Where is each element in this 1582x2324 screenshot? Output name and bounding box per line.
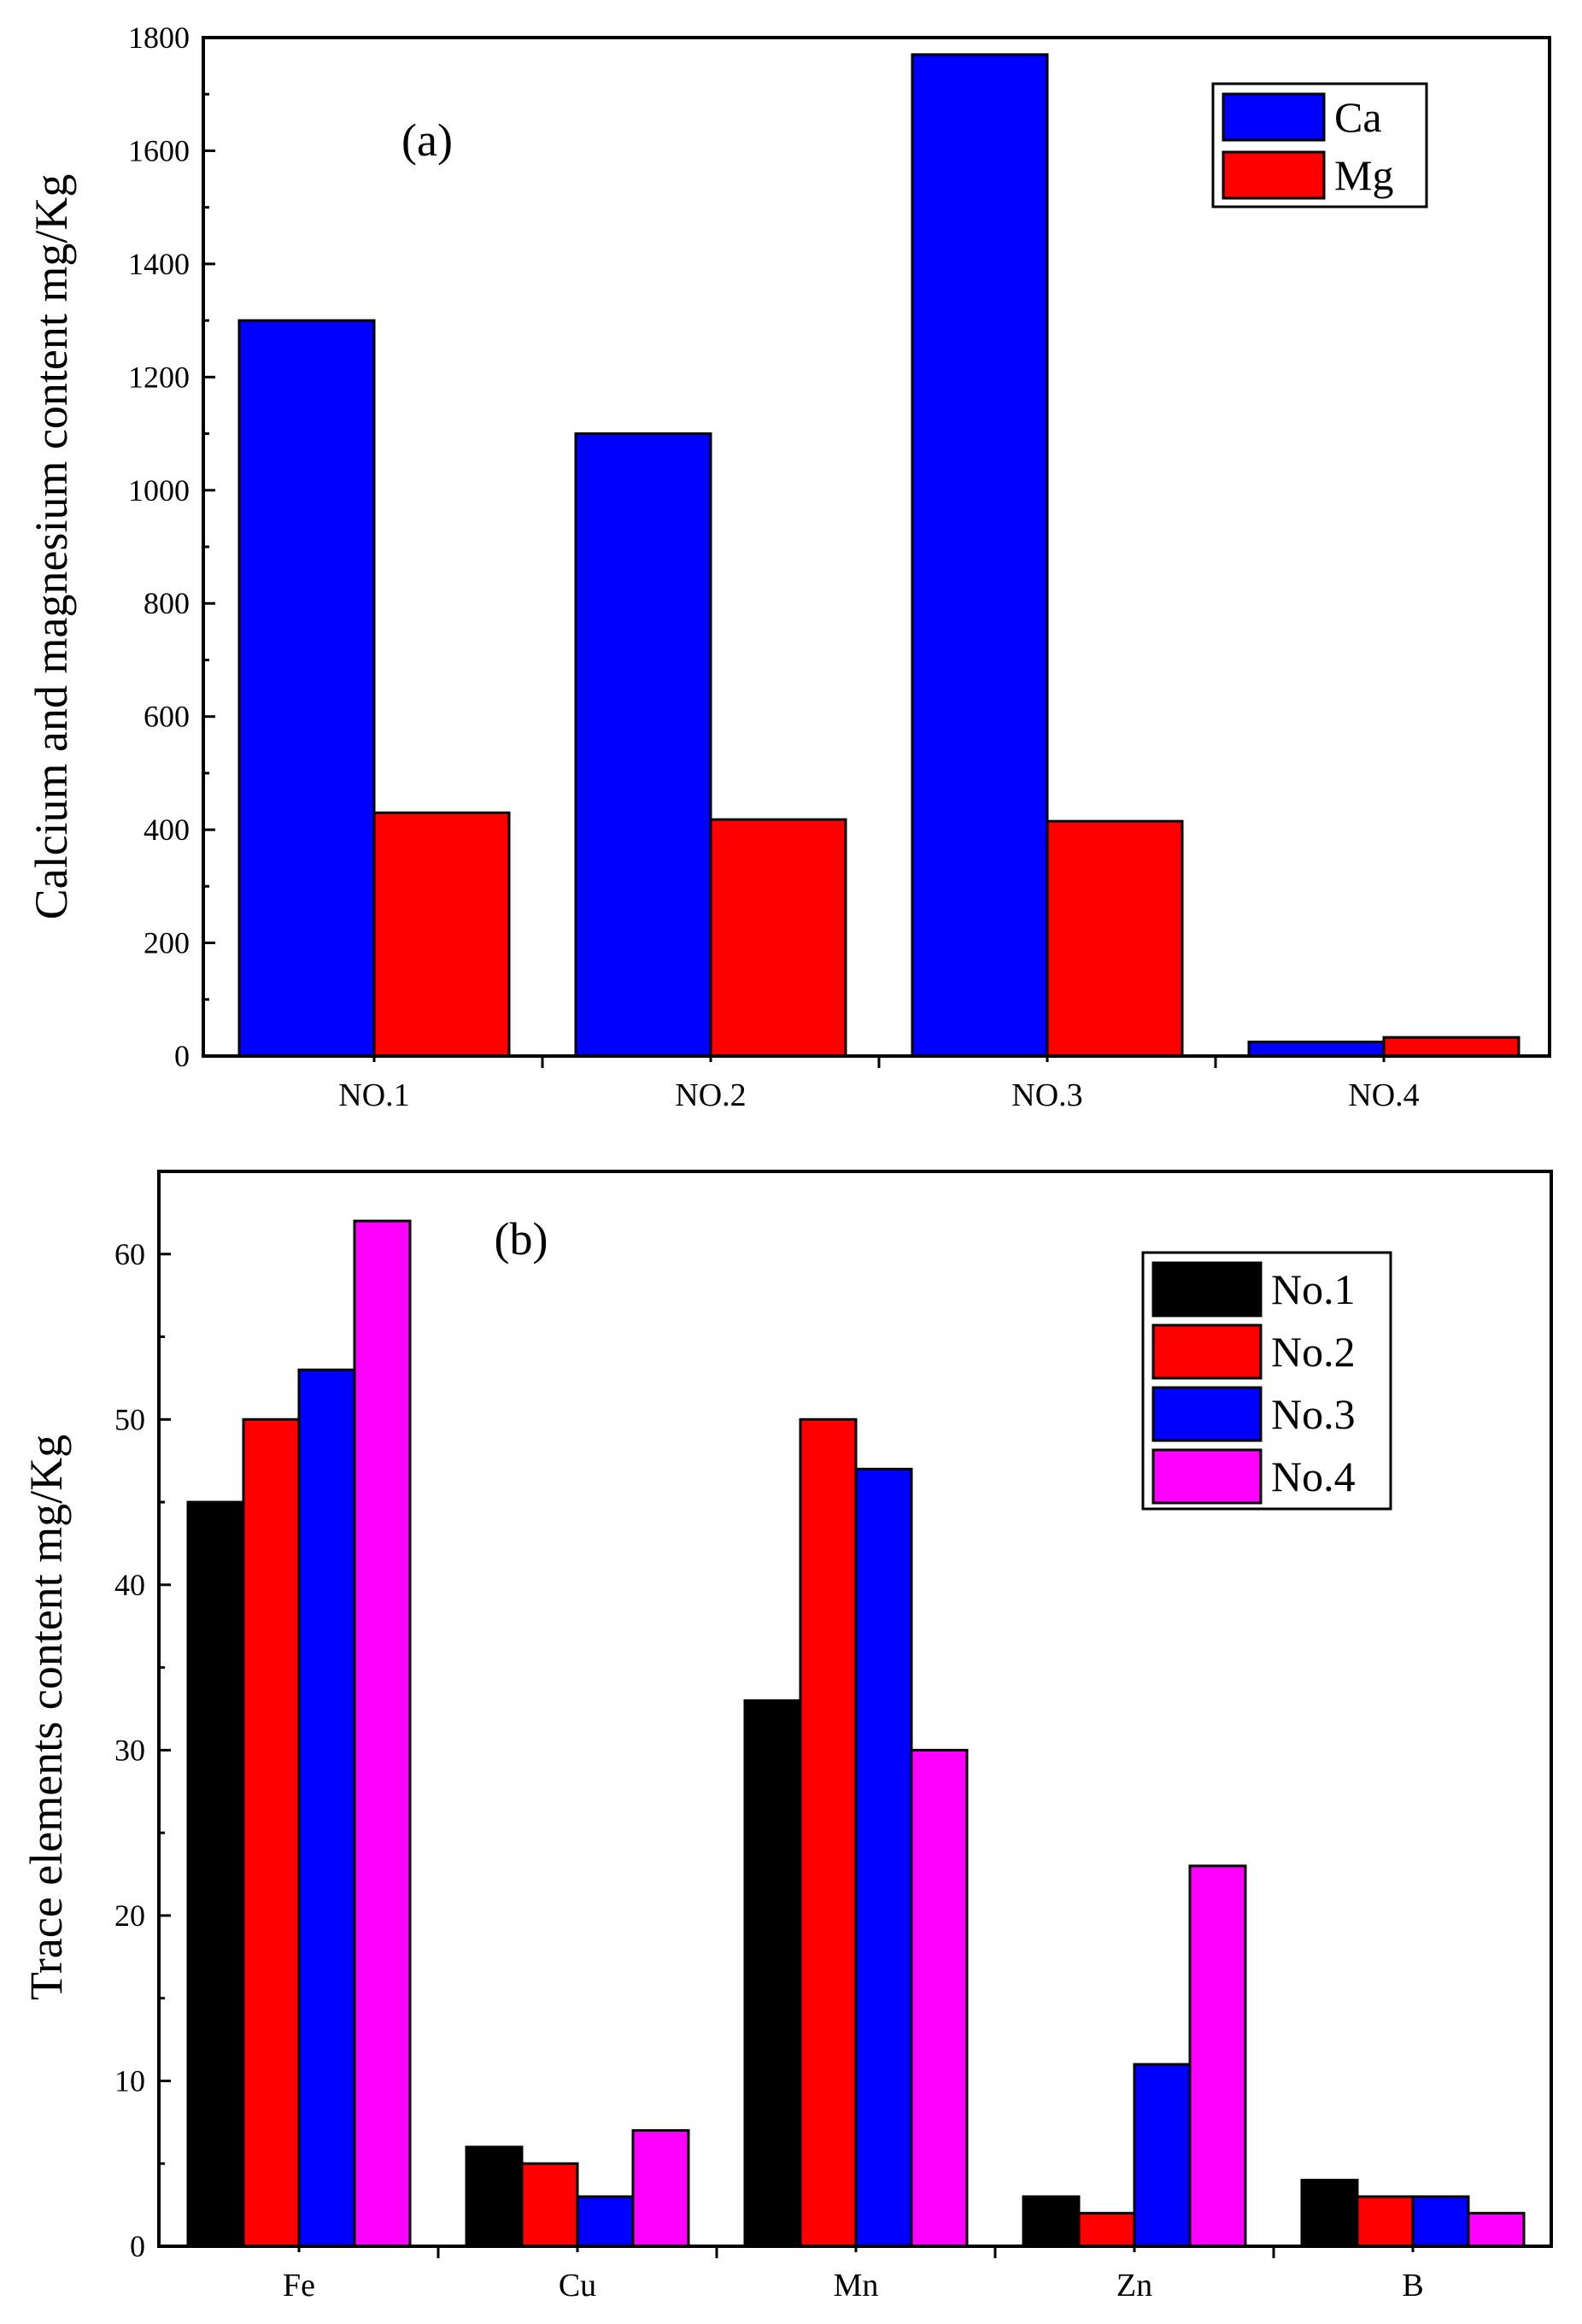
x-tick-label-no-4: NO.4 bbox=[1348, 1077, 1419, 1113]
y-tick-label: 60 bbox=[114, 1237, 145, 1271]
bar-fe-no-2 bbox=[242, 1417, 301, 2248]
bar-no-3-ca bbox=[911, 53, 1049, 1058]
legend-swatch-no-4 bbox=[1151, 1448, 1263, 1505]
bar-b-no-1 bbox=[1300, 2179, 1359, 2248]
bar-mn-no-1 bbox=[743, 1699, 802, 2248]
bar-b-no-3 bbox=[1411, 2195, 1470, 2248]
legend-swatch-no-2 bbox=[1151, 1323, 1263, 1380]
panel-b-y-axis: 0 10 20 30 40 50 60 bbox=[114, 1237, 171, 2263]
panel-a-bars bbox=[237, 53, 1520, 1058]
bar-zn-no-1 bbox=[1022, 2195, 1081, 2248]
y-tick-label: 50 bbox=[114, 1402, 145, 1436]
x-tick-label-no-1: NO.1 bbox=[338, 1077, 409, 1113]
x-tick-label-no-3: NO.3 bbox=[1011, 1077, 1082, 1113]
legend-label-no-4: No.4 bbox=[1271, 1452, 1356, 1500]
legend-swatch-ca bbox=[1222, 92, 1326, 142]
bar-mn-no-3 bbox=[854, 1467, 913, 2248]
legend-swatch-no-3 bbox=[1151, 1386, 1263, 1442]
panel-b-label: (b) bbox=[495, 1213, 548, 1265]
bar-no-2-ca bbox=[574, 432, 712, 1058]
bar-no-2-mg bbox=[709, 818, 847, 1058]
panel-a-label: (a) bbox=[401, 114, 453, 166]
bar-cu-no-2 bbox=[520, 2162, 579, 2248]
bar-b-no-2 bbox=[1356, 2195, 1415, 2248]
panel-a-y-axis: 0 200 400 600 800 1000 1200 1400 1600 1800 bbox=[128, 21, 215, 1073]
bar-mn-no-2 bbox=[799, 1417, 858, 2248]
y-tick-label: 0 bbox=[174, 1039, 190, 1073]
bar-fe-no-1 bbox=[186, 1500, 245, 2248]
y-tick-label: 1200 bbox=[128, 360, 190, 394]
legend-swatch-mg bbox=[1222, 150, 1326, 200]
y-tick-label: 1000 bbox=[128, 473, 190, 508]
panel-b-x-axis: Fe Cu Mn Zn B bbox=[283, 2246, 1424, 2303]
y-tick-label: 600 bbox=[144, 700, 190, 734]
bar-no-3-mg bbox=[1046, 819, 1184, 1058]
y-tick-label: 40 bbox=[114, 1568, 145, 1602]
x-tick-label-zn: Zn bbox=[1116, 2268, 1152, 2303]
bar-fe-no-3 bbox=[297, 1368, 356, 2248]
panel-a-legend: Ca Mg bbox=[1211, 82, 1428, 208]
legend-label-no-2: No.2 bbox=[1271, 1328, 1356, 1376]
bar-cu-no-1 bbox=[465, 2145, 524, 2248]
panel-b-legend: No.1 No.2 No.3 No.4 bbox=[1141, 1251, 1392, 1511]
bar-no-4-mg bbox=[1382, 1036, 1520, 1058]
y-tick-label: 0 bbox=[130, 2229, 145, 2263]
panel-a-y-axis-title: Calcium and magnesium content mg/Kg bbox=[26, 174, 77, 920]
x-tick-label-b: B bbox=[1402, 2268, 1423, 2303]
legend-label-no-3: No.3 bbox=[1271, 1390, 1356, 1438]
y-tick-label: 400 bbox=[144, 813, 190, 847]
y-tick-label: 1800 bbox=[128, 21, 190, 55]
panel-a-x-axis: NO.1 NO.2 NO.3 NO.4 bbox=[338, 1056, 1420, 1113]
bar-fe-no-4 bbox=[353, 1219, 412, 2248]
y-tick-label: 20 bbox=[114, 1899, 145, 1933]
bar-cu-no-3 bbox=[576, 2195, 635, 2248]
y-tick-label: 1600 bbox=[128, 133, 190, 167]
bar-zn-no-3 bbox=[1133, 2063, 1192, 2248]
y-tick-label: 1400 bbox=[128, 247, 190, 281]
legend-swatch-no-1 bbox=[1151, 1261, 1263, 1318]
bar-no-1-mg bbox=[372, 811, 511, 1058]
y-tick-label: 200 bbox=[144, 926, 190, 960]
bar-zn-no-2 bbox=[1077, 2211, 1136, 2248]
y-tick-label: 30 bbox=[114, 1733, 145, 1767]
legend-label-mg: Mg bbox=[1334, 151, 1393, 199]
x-tick-label-cu: Cu bbox=[559, 2268, 596, 2303]
x-tick-label-no-2: NO.2 bbox=[675, 1077, 746, 1113]
chart-panel-b: 0 10 20 30 40 50 60 Fe Cu Mn Zn B Trace elements c… bbox=[21, 1170, 1553, 2303]
legend-label-no-1: No.1 bbox=[1271, 1265, 1356, 1313]
x-tick-label-fe: Fe bbox=[283, 2268, 315, 2303]
panel-b-bars bbox=[186, 1219, 1526, 2248]
y-tick-label: 800 bbox=[144, 586, 190, 620]
bar-mn-no-4 bbox=[910, 1748, 969, 2248]
legend-label-ca: Ca bbox=[1334, 93, 1382, 141]
bar-b-no-4 bbox=[1467, 2211, 1526, 2248]
y-tick-label: 10 bbox=[114, 2063, 145, 2098]
x-tick-label-mn: Mn bbox=[834, 2268, 879, 2303]
bar-zn-no-4 bbox=[1188, 1864, 1247, 2248]
bar-no-1-ca bbox=[237, 319, 376, 1058]
panel-b-y-axis-title: Trace elements content mg/Kg bbox=[21, 1435, 72, 2000]
bar-no-4-ca bbox=[1247, 1040, 1386, 1058]
bar-cu-no-4 bbox=[631, 2129, 690, 2248]
